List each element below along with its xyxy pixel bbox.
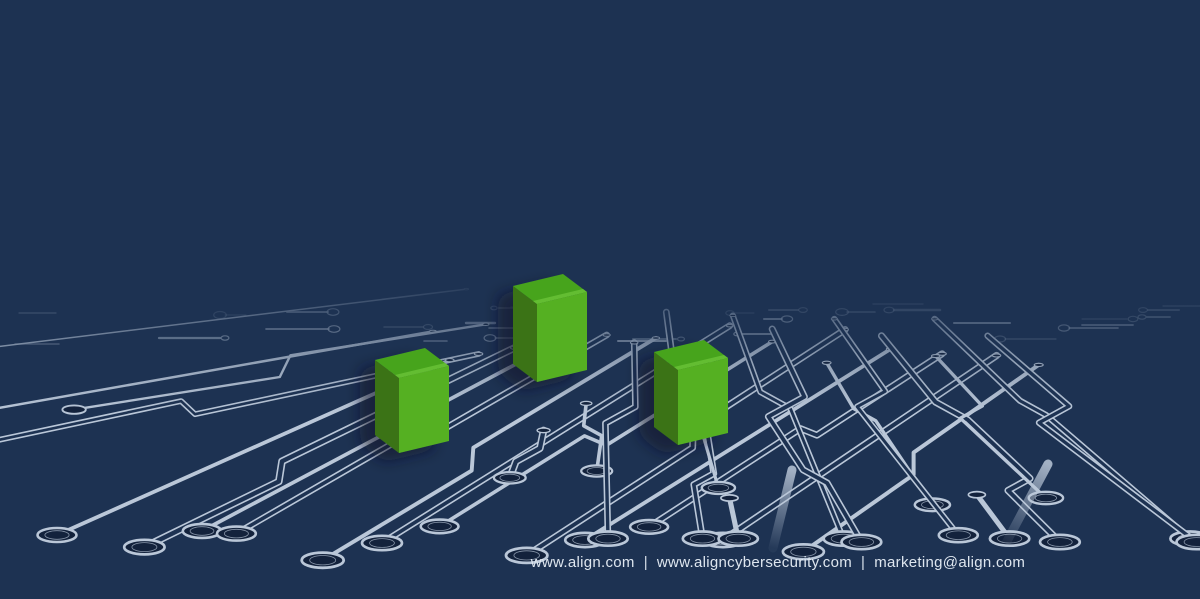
footer-contact-bar: www.align.com | www.aligncybersecurity.com… [531, 554, 1025, 571]
bar-3d-middle [513, 274, 587, 382]
bar-3d-right [654, 340, 728, 445]
footer-link-marketing-email: marketing@align.com [874, 554, 1026, 571]
footer-link-cybersecurity-website: www.aligncybersecurity.com [656, 554, 853, 571]
footer-link-align-website: www.align.com [530, 554, 635, 571]
bar-chart-3d-graphic [375, 274, 728, 453]
footer-separator: | [643, 554, 648, 571]
bar-3d-left [375, 348, 449, 453]
horizon-fade [0, 280, 1200, 414]
footer-separator: | [861, 554, 866, 571]
